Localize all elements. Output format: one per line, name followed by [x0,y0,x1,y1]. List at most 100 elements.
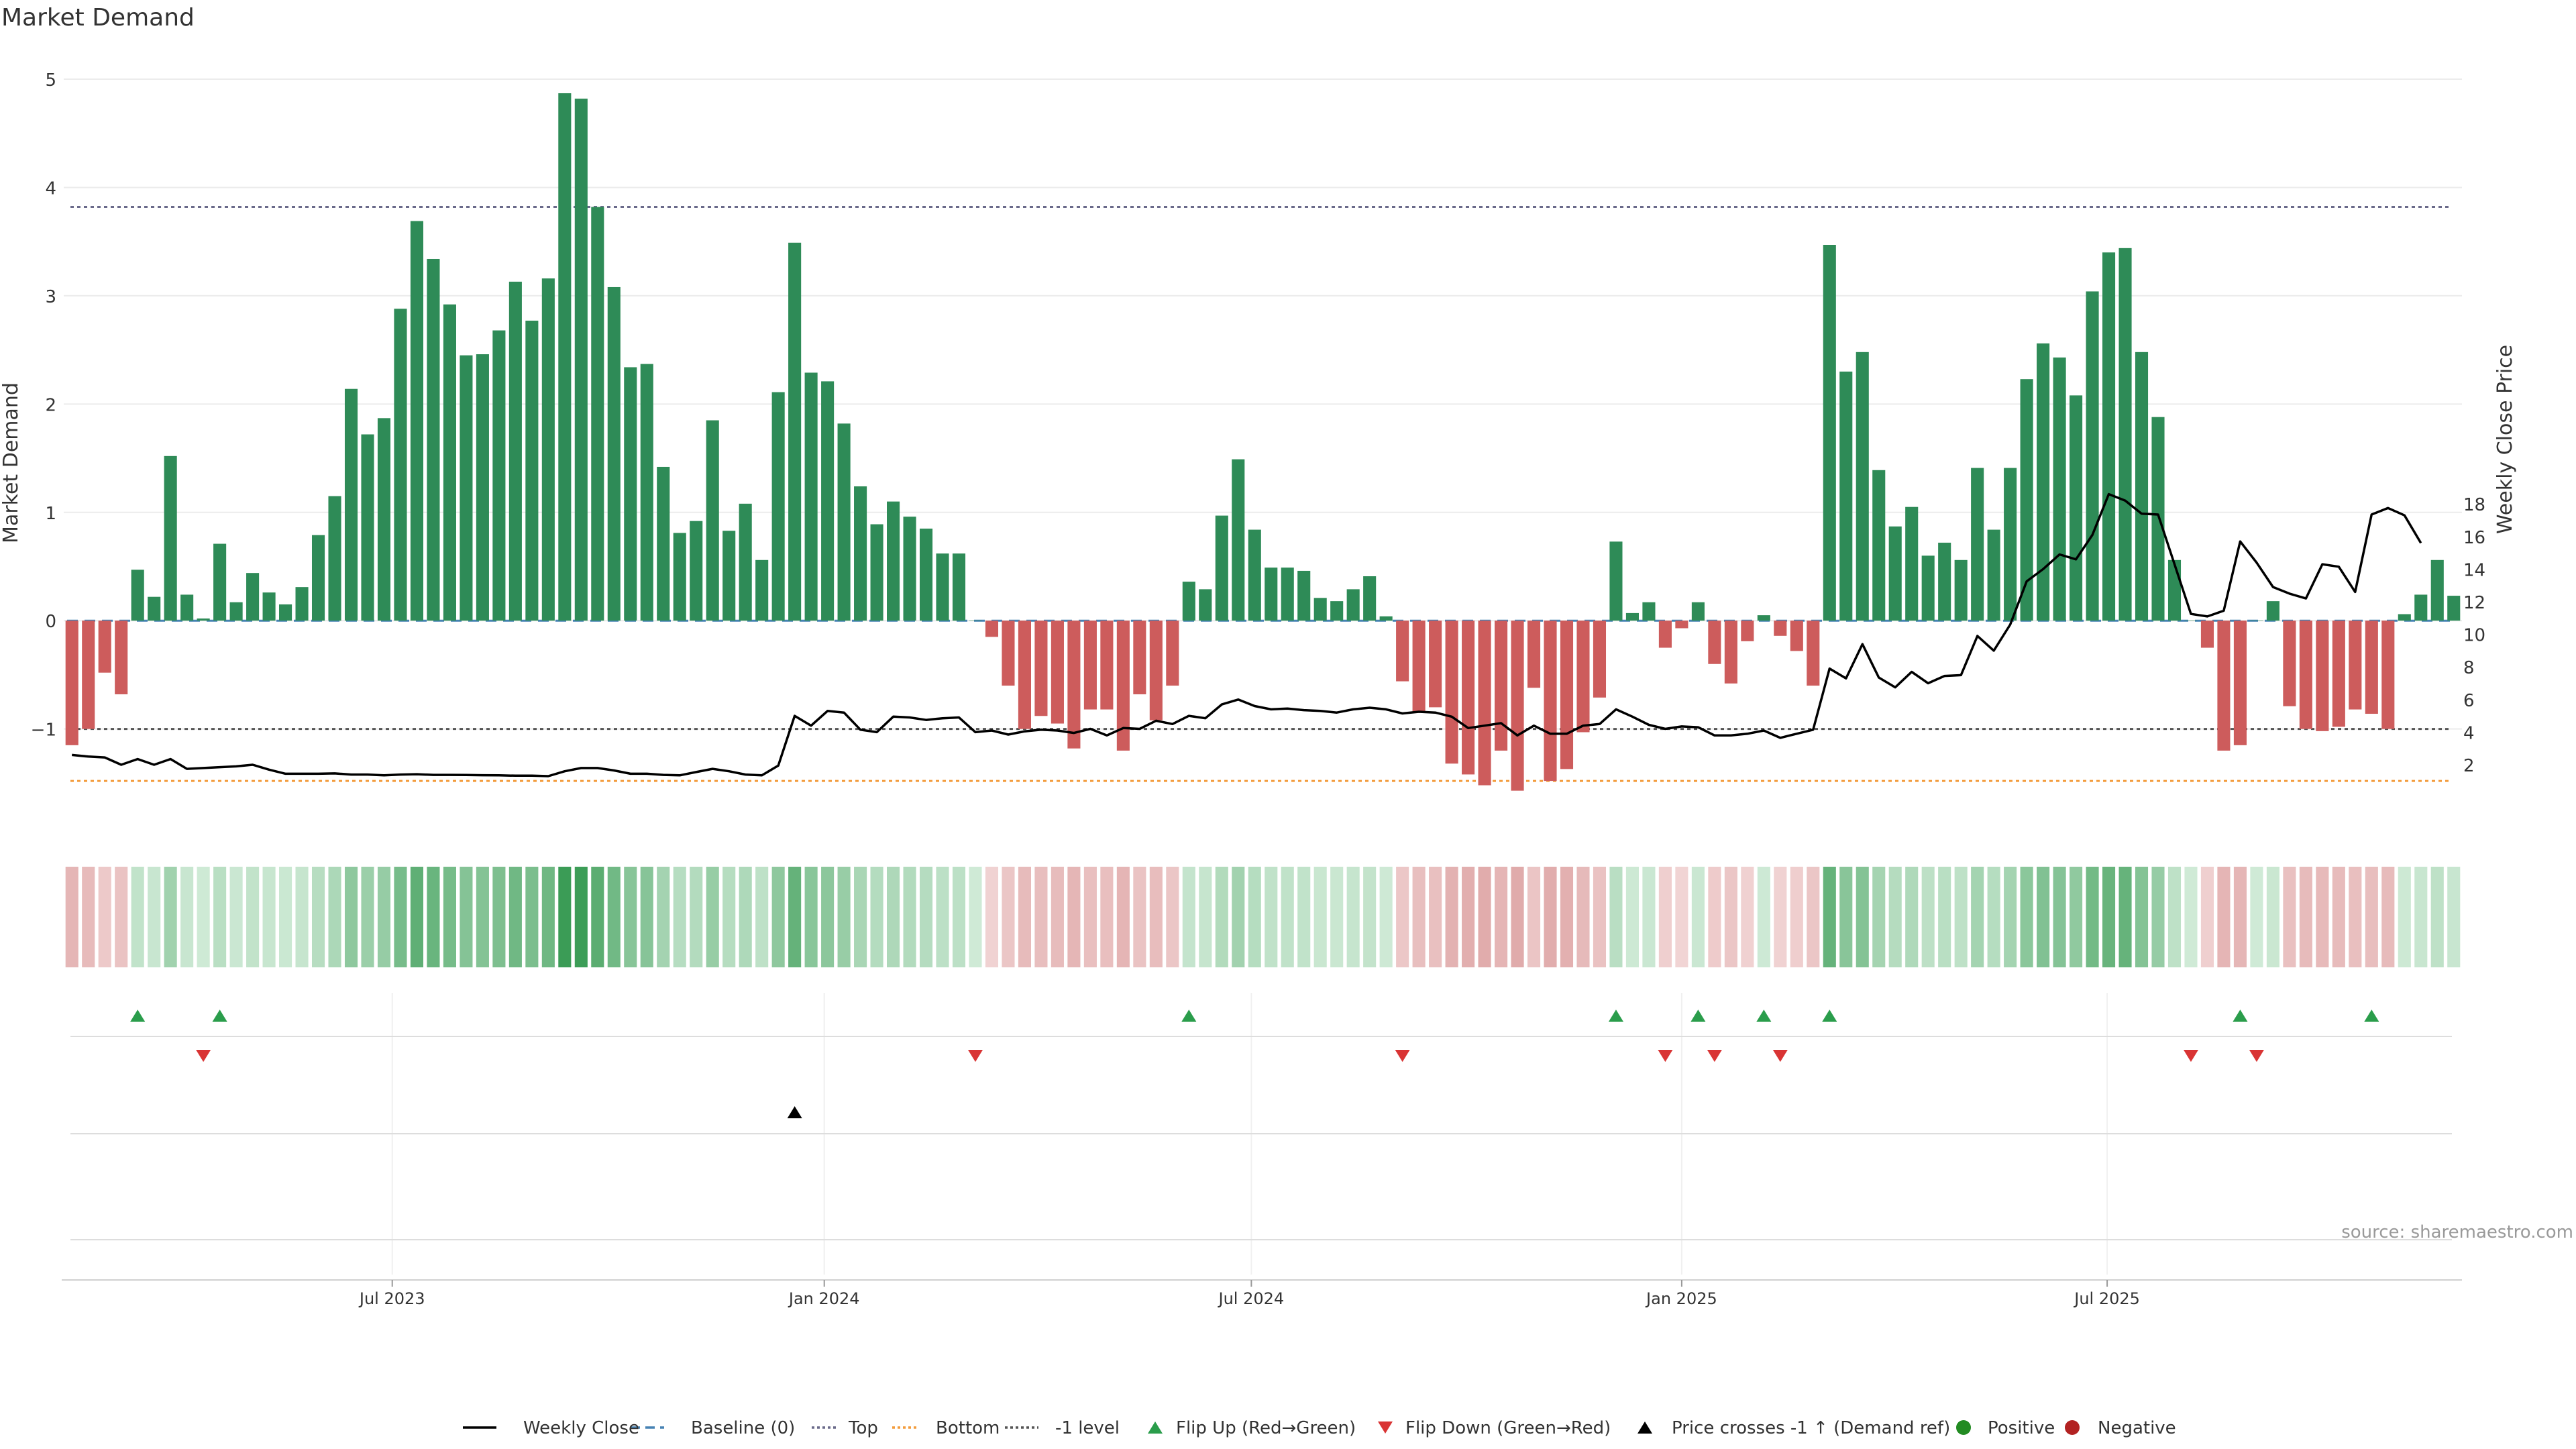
heat-cell [460,867,473,967]
heat-cell [180,867,194,967]
heat-cell [673,867,686,967]
heat-cell [1313,867,1327,967]
heat-cell [1018,867,1031,967]
heat-cell [1905,867,1919,967]
heat-cell [2283,867,2296,967]
heat-cell [1888,867,1902,967]
demand-bar-positive [2167,559,2182,621]
left-tick-label: 1 [45,504,56,524]
flip-down-marker [1707,1050,1722,1062]
heat-cell [558,867,572,967]
heat-cell [755,867,769,967]
demand-bar-positive [2266,601,2279,621]
right-axis-ticks: 18 16 14 12 10 8 6 4 2 [2463,495,2485,776]
legend-label: Price crosses -1 ↑ (Demand ref) [1672,1418,1950,1438]
flip-up-marker [2233,1010,2248,1022]
right-tick-label: 8 [2463,658,2475,678]
demand-bar-positive [492,330,506,621]
demand-bar-positive [2102,252,2116,621]
heat-cell [1724,867,1737,967]
demand-bar-positive [410,221,424,621]
heat-cell [1560,867,1574,967]
heat-cell [1199,867,1212,967]
heat-cell [2053,867,2066,967]
heat-cell [1593,867,1607,967]
reference-lines [67,205,2455,782]
legend-swatch-positive [1956,1420,1971,1435]
heat-cell [969,867,982,967]
demand-bar-positive [1609,541,1623,621]
heat-cell [1741,867,1754,967]
heat-cell [1921,867,1935,967]
heat-cell [952,867,966,967]
demand-bar-negative [2332,621,2345,727]
heat-cell [1790,867,1803,967]
heat-cell [115,867,128,967]
demand-bar-positive [919,528,933,621]
price-cross-marker [787,1106,802,1118]
demand-bar-positive [1625,612,1639,621]
legend: Weekly Close Baseline (0) Top Bottom -1 leve… [463,1418,2176,1438]
heat-cell [837,867,851,967]
heat-cell [1987,867,2000,967]
demand-heat-strip [65,867,2461,967]
heat-cell [197,867,210,967]
demand-bar-negative [1511,621,1524,791]
demand-bar-positive [952,553,966,621]
heat-cell [1002,867,1015,967]
heat-cell [2151,867,2165,967]
demand-bar-positive [1232,459,1245,621]
demand-bar-positive [1954,559,1968,621]
demand-bar-positive [180,594,194,621]
demand-bar-positive [1921,555,1935,621]
demand-bar-negative [2217,621,2231,751]
demand-bar-positive [1839,371,1853,621]
demand-bar-positive [1346,589,1360,621]
heat-cell [1938,867,1951,967]
demand-bar-positive [2070,395,2083,621]
demand-bar-positive [1823,245,1836,621]
right-tick-label: 6 [2463,691,2475,711]
heat-cell [1215,867,1228,967]
demand-bar-positive [1313,598,1327,621]
demand-bar-positive [2151,417,2165,621]
demand-bar-positive [755,559,769,621]
flip-down-marker [1395,1050,1410,1062]
demand-bar-negative [1675,621,1688,629]
legend-swatch-flip-down [1378,1421,1393,1434]
heat-cell [870,867,883,967]
demand-bar-positive [1905,506,1919,621]
demand-bar-negative [1527,621,1541,688]
demand-bar-positive [1971,468,1984,621]
demand-bar-positive [1872,470,1886,621]
demand-bar-negative [1790,621,1803,651]
legend-label: -1 level [1055,1418,1120,1438]
heat-cell [903,867,916,967]
demand-bar-positive [394,309,407,621]
heat-cell [2381,867,2395,967]
heat-cell [657,867,670,967]
heat-cell [1083,867,1097,967]
demand-bar-positive [2414,594,2428,621]
heat-cell [1281,867,1294,967]
heat-cell [525,867,539,967]
heat-cell [788,867,802,967]
demand-bar-positive [1642,602,1656,621]
demand-bar-positive [131,570,144,621]
demand-bar-positive [148,596,161,621]
demand-bar-positive [2004,468,2017,621]
heat-cell [1232,867,1245,967]
heat-cell [1839,867,1853,967]
legend-label: Negative [2098,1418,2176,1438]
demand-bar-positive [854,486,867,621]
demand-bar-positive [213,543,227,621]
demand-bar-negative [1083,621,1097,710]
x-tick-label: Jul 2025 [2073,1289,2140,1308]
left-tick-label: 3 [45,287,56,307]
heat-cell [607,867,621,967]
demand-bar-positive [558,93,572,621]
heat-cell [131,867,144,967]
demand-bar-positive [804,372,818,621]
